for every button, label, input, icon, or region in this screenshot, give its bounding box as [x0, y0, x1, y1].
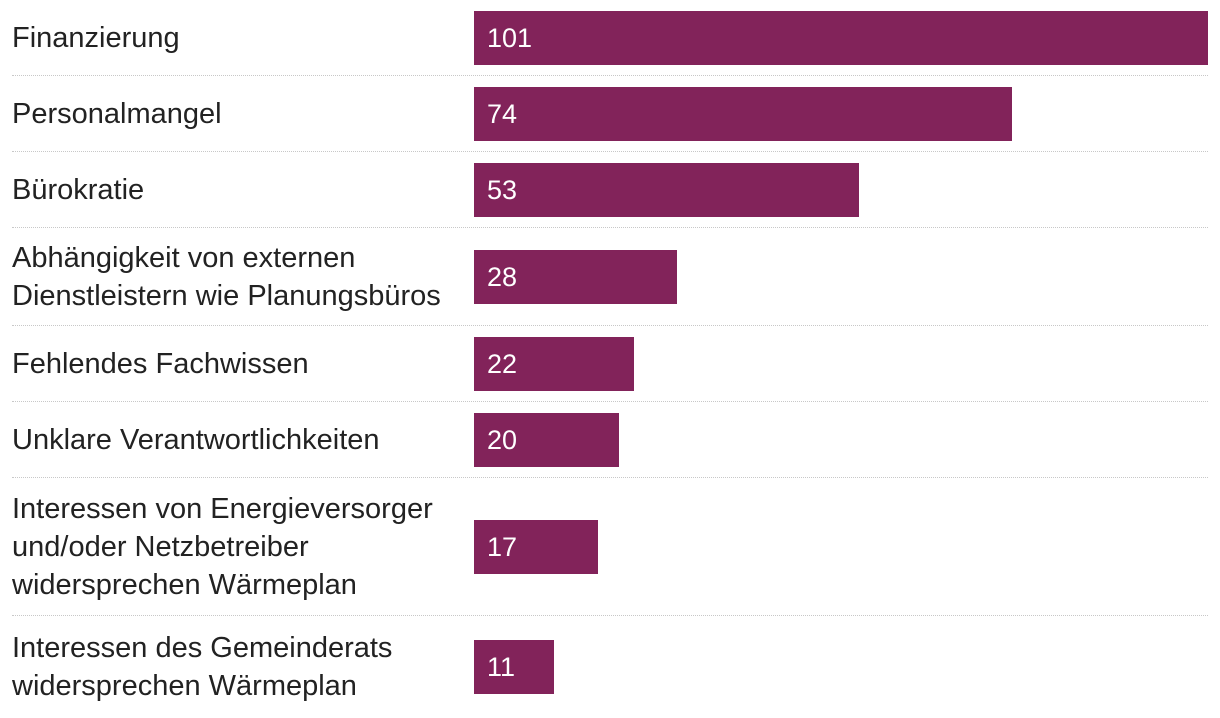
bar-value-label: 53	[487, 175, 518, 205]
row-divider	[12, 75, 1208, 76]
row-divider	[12, 151, 1208, 152]
bar: 28	[474, 250, 677, 304]
category-label: Fehlendes Fachwissen	[12, 348, 309, 380]
bar-value-label: 11	[487, 652, 516, 682]
row-divider	[12, 615, 1208, 616]
category-label: Abhängigkeit von externen Dienstleistern…	[12, 242, 441, 312]
bar-row: Interessen von Energieversorger und/oder…	[12, 478, 1208, 616]
row-divider	[12, 401, 1208, 402]
bar: 101	[474, 11, 1208, 65]
category-label: Finanzierung	[12, 22, 180, 54]
bar-value-label: 22	[487, 349, 518, 379]
category-label: Interessen von Energieversorger und/oder…	[12, 493, 433, 601]
bar: 74	[474, 87, 1012, 141]
row-divider	[12, 227, 1208, 228]
bar: 53	[474, 163, 859, 217]
bar-row: Bürokratie 53	[12, 152, 1208, 228]
bar-value-label: 28	[487, 262, 518, 292]
row-divider	[12, 477, 1208, 478]
bar-value-label: 101	[487, 23, 533, 53]
bar-row: Abhängigkeit von externen Dienstleistern…	[12, 228, 1208, 326]
bar-value-label: 74	[487, 99, 518, 129]
bar: 22	[474, 337, 634, 391]
bar-value-label: 20	[487, 425, 518, 455]
category-label: Interessen des Gemeinderats widerspreche…	[12, 632, 393, 702]
category-label: Bürokratie	[12, 174, 145, 206]
category-label: Personalmangel	[12, 98, 222, 130]
row-divider	[12, 325, 1208, 326]
category-label: Unklare Verantwortlichkeiten	[12, 424, 380, 456]
bar-row: Personalmangel 74	[12, 76, 1208, 152]
bar-row: Interessen des Gemeinderats widerspreche…	[12, 616, 1208, 718]
bar-row: Fehlendes Fachwissen 22	[12, 326, 1208, 402]
bar-value-label: 17	[487, 532, 518, 562]
bar: 11	[474, 640, 554, 694]
bar-row: Unklare Verantwortlichkeiten 20	[12, 402, 1208, 478]
bar: 20	[474, 413, 619, 467]
bar: 17	[474, 520, 598, 574]
bar-row: Finanzierung 101	[12, 0, 1208, 76]
